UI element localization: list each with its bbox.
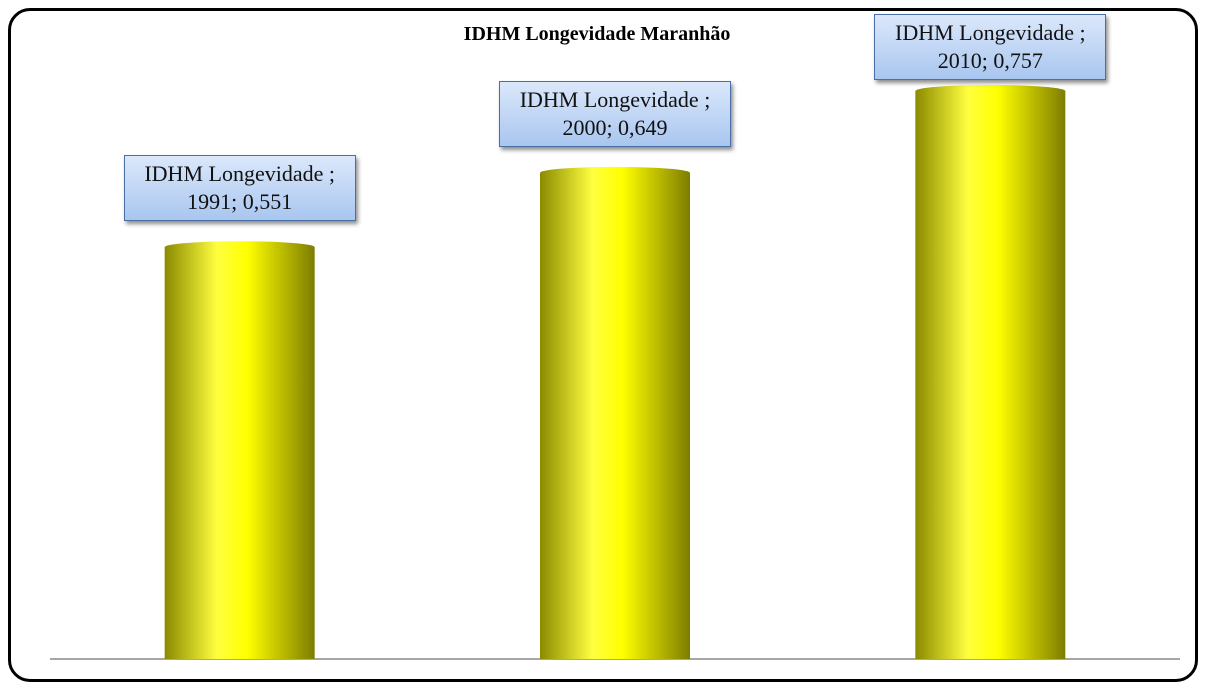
bar [164, 241, 315, 659]
data-label: IDHM Longevidade ; 2010; 0,757 [874, 14, 1107, 80]
chart-frame [8, 8, 1198, 682]
chart-title: IDHM Longevidade Maranhão [464, 23, 731, 45]
data-label: IDHM Longevidade ; 2000; 0,649 [499, 80, 731, 147]
data-label: IDHM Longevidade ; 1991; 0,551 [123, 155, 356, 222]
bar [540, 166, 690, 660]
bar [915, 84, 1066, 659]
